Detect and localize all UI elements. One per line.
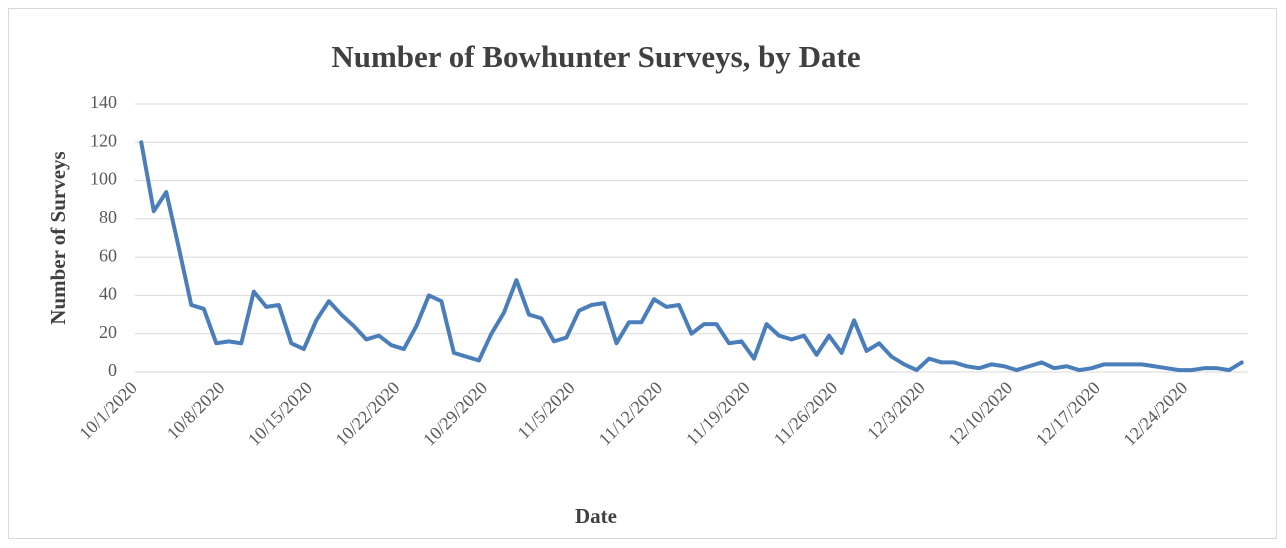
y-tick-label: 120 <box>90 130 117 150</box>
y-axis-label: Number of Surveys <box>46 151 70 324</box>
y-tick-label: 60 <box>99 245 117 265</box>
x-axis-label: Date <box>575 504 617 528</box>
y-tick-label: 0 <box>108 360 117 380</box>
chart-title: Number of Bowhunter Surveys, by Date <box>331 39 860 74</box>
data-line <box>139 140 1244 373</box>
y-tick-label: 80 <box>99 207 117 227</box>
y-tick-label: 100 <box>90 169 117 189</box>
chart-border <box>8 8 1277 539</box>
y-tick-label: 140 <box>90 92 117 112</box>
y-tick-label: 40 <box>99 284 117 304</box>
y-tick-label: 20 <box>99 322 117 342</box>
